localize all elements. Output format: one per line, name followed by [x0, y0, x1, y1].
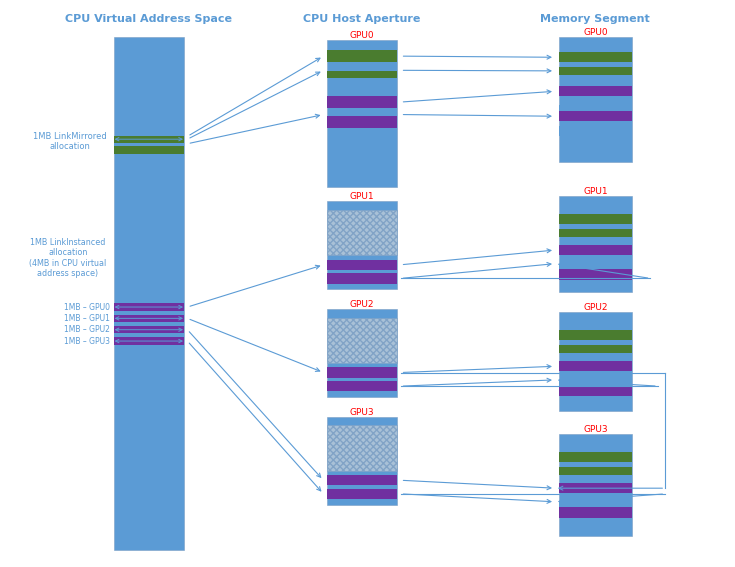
Text: GPU0: GPU0 — [350, 31, 374, 40]
Bar — [327, 260, 397, 270]
Text: 1MB LinkMirrored
allocation: 1MB LinkMirrored allocation — [33, 132, 107, 151]
Bar — [114, 303, 184, 311]
Text: GPU1: GPU1 — [583, 187, 608, 196]
Bar — [559, 483, 632, 493]
Bar — [559, 105, 632, 111]
Bar — [559, 386, 632, 396]
Bar — [559, 502, 632, 507]
Bar — [114, 333, 184, 337]
Bar — [559, 229, 632, 237]
Bar — [114, 322, 184, 326]
Bar — [559, 245, 632, 255]
Text: 1MB – GPU3: 1MB – GPU3 — [64, 337, 110, 345]
Bar — [559, 312, 632, 411]
Bar — [559, 52, 632, 62]
Bar — [559, 507, 632, 518]
Text: 1MB – GPU2: 1MB – GPU2 — [65, 325, 110, 334]
Bar — [114, 136, 184, 143]
Text: Memory Segment: Memory Segment — [540, 14, 650, 24]
Text: GPU3: GPU3 — [350, 408, 374, 417]
Bar — [114, 311, 184, 315]
Bar — [559, 467, 632, 475]
Text: GPU3: GPU3 — [583, 425, 608, 434]
Bar — [327, 425, 397, 471]
Bar — [327, 489, 397, 499]
Bar — [559, 269, 632, 280]
Bar — [114, 37, 184, 550]
Bar — [327, 201, 397, 289]
Bar — [559, 361, 632, 371]
Bar — [559, 345, 632, 353]
Text: CPU Host Aperture: CPU Host Aperture — [304, 14, 420, 24]
Bar — [114, 143, 184, 146]
Bar — [327, 417, 397, 505]
Text: 1MB LinkInstanced
allocation
(4MB in CPU virtual
address space): 1MB LinkInstanced allocation (4MB in CPU… — [29, 238, 107, 278]
Text: 1MB – GPU1: 1MB – GPU1 — [65, 314, 110, 323]
Bar — [114, 315, 184, 322]
Bar — [559, 111, 632, 121]
Bar — [327, 309, 397, 397]
Bar — [327, 273, 397, 284]
Text: GPU1: GPU1 — [350, 192, 374, 201]
Bar — [559, 330, 632, 340]
Bar — [559, 86, 632, 96]
Bar — [559, 264, 632, 269]
Bar — [559, 67, 632, 75]
Text: GPU0: GPU0 — [583, 28, 608, 37]
Bar — [114, 337, 184, 345]
Bar — [327, 50, 397, 62]
Text: CPU Virtual Address Space: CPU Virtual Address Space — [65, 14, 232, 24]
Bar — [559, 380, 632, 386]
Text: GPU2: GPU2 — [583, 303, 608, 312]
Bar — [327, 318, 397, 363]
Bar — [327, 367, 397, 378]
Bar — [327, 71, 397, 78]
Bar — [559, 196, 632, 292]
Bar — [559, 37, 632, 162]
Bar — [559, 452, 632, 462]
Bar — [114, 326, 184, 333]
Text: 1MB – GPU0: 1MB – GPU0 — [64, 303, 110, 311]
Bar — [327, 475, 397, 485]
Bar — [559, 214, 632, 224]
Bar — [114, 146, 184, 154]
Bar — [559, 126, 632, 136]
Text: GPU2: GPU2 — [350, 300, 374, 309]
Bar — [327, 210, 397, 255]
Bar — [327, 96, 397, 108]
Bar — [559, 434, 632, 536]
Bar — [327, 40, 397, 187]
Bar — [327, 381, 397, 391]
Bar — [327, 116, 397, 128]
